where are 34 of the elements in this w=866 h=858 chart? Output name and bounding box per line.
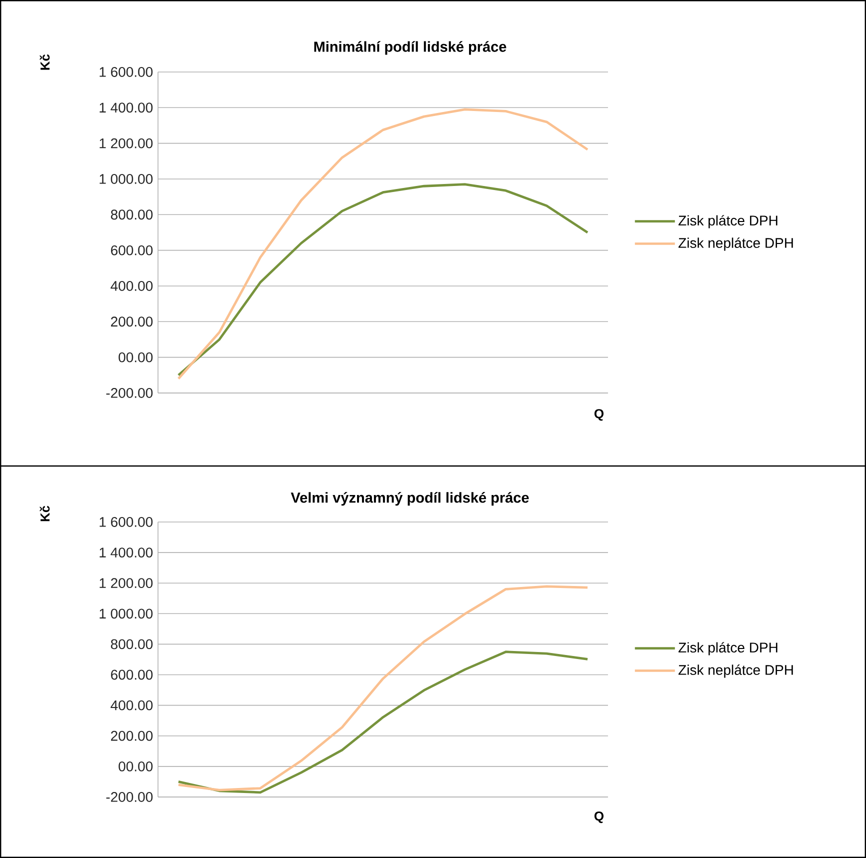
line-series xyxy=(177,650,589,794)
y-tick-label: 400.00 xyxy=(110,700,153,710)
y-axis-title: Kč xyxy=(40,54,50,70)
y-tick-label: -200.00 xyxy=(106,388,153,398)
y-tick-label: 200.00 xyxy=(111,730,153,741)
y-tick-label: 600.00 xyxy=(111,245,153,256)
x-axis-title: Q xyxy=(594,409,604,421)
y-tick-label: 1 600.00 xyxy=(100,67,153,77)
y-tick-label: 1 000.00 xyxy=(100,608,153,619)
chart-title: Velmi významný podíl lidské práce xyxy=(290,492,529,506)
y-tick-label: 1 600.00 xyxy=(100,517,153,527)
y-tick-label: 200.00 xyxy=(111,316,153,327)
legend-label: Zisk plátce DPH xyxy=(678,642,778,656)
y-tick-label: 600.00 xyxy=(111,670,153,680)
y-tick-label: 1 000.00 xyxy=(100,174,153,184)
legend-label: Zisk neplátce DPH xyxy=(678,664,793,678)
line-series xyxy=(177,585,589,792)
y-tick-label: 1 200.00 xyxy=(100,578,153,588)
y-tick-label: 800.00 xyxy=(110,639,153,650)
y-axis-title: Kč xyxy=(40,506,50,522)
y-tick-label: -200.00 xyxy=(106,792,153,802)
line-series xyxy=(177,183,589,376)
y-tick-label: 1 200.00 xyxy=(100,138,153,148)
y-tick-label: 1 400.00 xyxy=(100,102,153,113)
y-tick-label: 1 400.00 xyxy=(100,548,153,558)
y-tick-label: 800.00 xyxy=(110,210,153,220)
line-series xyxy=(177,108,589,380)
y-tick-label: 00.00 xyxy=(118,352,153,362)
y-tick-label: 00.00 xyxy=(118,761,153,772)
y-tick-label: 400.00 xyxy=(110,281,153,291)
x-axis-title: Q xyxy=(594,811,604,824)
legend-label: Zisk neplátce DPH xyxy=(678,237,793,251)
legend-label: Zisk plátce DPH xyxy=(678,215,778,228)
chart-title: Minimální podíl lidské práce xyxy=(314,41,506,55)
